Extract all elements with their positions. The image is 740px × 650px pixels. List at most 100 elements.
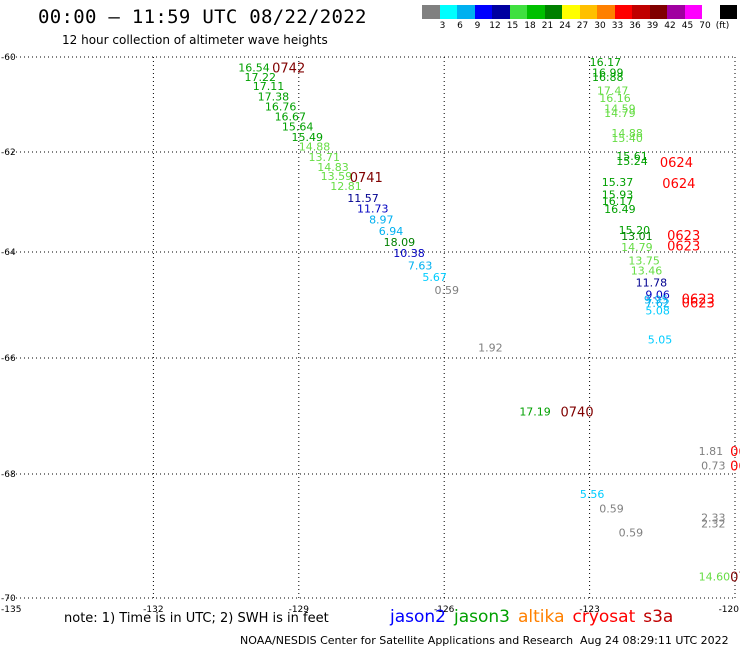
legend-label: 18 [524, 21, 536, 31]
legend-label: 15 [506, 21, 519, 31]
lat-tick-label: -70 [1, 594, 16, 604]
lon-tick-label: -123 [579, 605, 599, 615]
wave-height-value: 13.71 [308, 151, 340, 164]
legend-label: 45 [681, 21, 694, 31]
legend-swatch [457, 5, 475, 19]
legend-label: 21 [541, 21, 554, 31]
wave-height-value: 5.56 [580, 488, 605, 501]
wave-height-value: 15.20 [619, 224, 651, 237]
legend-label: 33 [611, 21, 624, 31]
wave-height-value: 2.32 [701, 518, 726, 531]
wave-height-value: 16.67 [275, 110, 307, 123]
page-title: 00:00 – 11:59 UTC 08/22/2022 [38, 6, 367, 28]
lat-tick-label: -60 [1, 53, 16, 63]
lat-tick-label: -62 [1, 148, 16, 158]
legend-swatch [474, 5, 492, 19]
wave-height-value: 16.88 [592, 71, 624, 84]
legend-swatch [597, 5, 615, 19]
satellite-cryosat: cryosat [572, 607, 636, 627]
wave-height-value: 14.88 [611, 127, 643, 140]
satellite-legend: jason2 jason3 altika cryosat s3a [390, 607, 681, 627]
legend-label: 70 [699, 21, 711, 31]
pass-time-label: 0623 [667, 229, 700, 244]
wave-height-value: 7.63 [408, 259, 433, 272]
wave-height-value: 18.09 [384, 236, 416, 249]
wave-height-value: 16.17 [590, 56, 622, 69]
wave-height-value: 0.59 [619, 526, 644, 539]
wave-height-value: 9.95 [644, 294, 669, 307]
pass-time-label: 0624 [660, 156, 693, 171]
wave-height-value: 16.17 [602, 195, 634, 208]
legend-swatches [422, 5, 740, 19]
legend-label: 27 [576, 21, 589, 31]
legend-swatch [632, 5, 650, 19]
wave-height-value: 15.49 [292, 131, 324, 144]
wave-height-value: 15.24 [616, 155, 648, 168]
wave-height-value: 9.06 [645, 288, 670, 301]
legend-swatch [719, 5, 737, 19]
pass-time-label: 0624 [662, 177, 695, 192]
lat-tick-label: -66 [1, 354, 16, 364]
legend-swatch [439, 5, 457, 19]
legend-swatch [579, 5, 597, 19]
legend-swatch [422, 5, 440, 19]
wave-height-value: 1.92 [478, 341, 503, 354]
wave-height-value: 15.61 [616, 150, 648, 163]
wave-height-value: 0.73 [701, 459, 726, 472]
wave-height-value: 12.81 [330, 180, 362, 193]
legend-label: 12 [489, 21, 501, 31]
satellite-altika: altika [518, 607, 565, 627]
legend-label: 6 [457, 21, 463, 31]
wave-height-value: 8.97 [369, 214, 394, 227]
wave-height-value: 1.81 [699, 445, 724, 458]
legend-label: 24 [559, 21, 571, 31]
wave-height-value: 2.33 [701, 511, 726, 524]
wave-height-value: 16.99 [592, 67, 624, 80]
wave-height-value: 14.79 [621, 241, 653, 254]
wave-height-value: 17.11 [253, 80, 284, 93]
wave-height-value: 14.60 [699, 570, 731, 583]
wave-height-value: 13.75 [628, 254, 660, 267]
legend-label: 36 [629, 21, 641, 31]
wave-height-value: 13.46 [631, 265, 663, 278]
wave-height-value: 16.49 [604, 203, 636, 216]
wave-height-value: 6.94 [379, 225, 404, 238]
wave-height-value: 15.64 [282, 120, 314, 133]
lon-tick-label: -126 [434, 605, 455, 615]
legend-swatch [649, 5, 667, 19]
page-subtitle: 12 hour collection of altimeter wave hei… [62, 33, 328, 47]
wave-height-value: 5.67 [422, 271, 447, 284]
legend-swatch [702, 5, 720, 19]
lon-tick-label: -129 [289, 605, 310, 615]
pass-time-label: 0742 [272, 61, 305, 76]
pass-time-label: 0623 [667, 240, 700, 255]
wave-height-value: 14.83 [317, 161, 349, 174]
wave-height-value: 15.37 [602, 176, 634, 189]
legend-swatch [562, 5, 580, 19]
satellite-jason2: jason2 [390, 607, 446, 627]
pass-time-label: 0622 [730, 445, 740, 460]
legend-swatch [509, 5, 527, 19]
generated-timestamp: Aug 24 08:29:11 UTC 2022 [580, 634, 729, 647]
wave-height-value: 17.19 [519, 405, 551, 418]
wave-height-value: 16.16 [599, 92, 631, 105]
footer-note: note: 1) Time is in UTC; 2) SWH is in fe… [64, 611, 329, 626]
legend-swatch [492, 5, 510, 19]
pass-time-label: 0623 [682, 296, 715, 311]
wave-height-value: 0.59 [599, 503, 624, 516]
wave-height-value: 16.76 [265, 100, 297, 113]
legend-swatch [614, 5, 632, 19]
wave-height-value: 5.08 [645, 304, 670, 317]
wave-height-value: 14.79 [604, 107, 636, 120]
lon-tick-label: -120 [719, 605, 740, 615]
credit-line: NOAA/NESDIS Center for Satellite Applica… [240, 634, 574, 647]
legend-labels: 3 6 9 12 15 18 21 24 27 30 33 36 39 42 45 70 (ft) [422, 19, 740, 33]
legend-label: 3 [439, 21, 446, 31]
legend-label: 30 [594, 21, 606, 31]
wave-height-value: 15.40 [611, 132, 643, 145]
pass-time-label: 0623 [682, 293, 715, 308]
wave-height-value: 7.62 [645, 297, 670, 310]
lat-tick-label: -68 [1, 470, 16, 480]
satellite-jason3: jason3 [454, 607, 510, 627]
